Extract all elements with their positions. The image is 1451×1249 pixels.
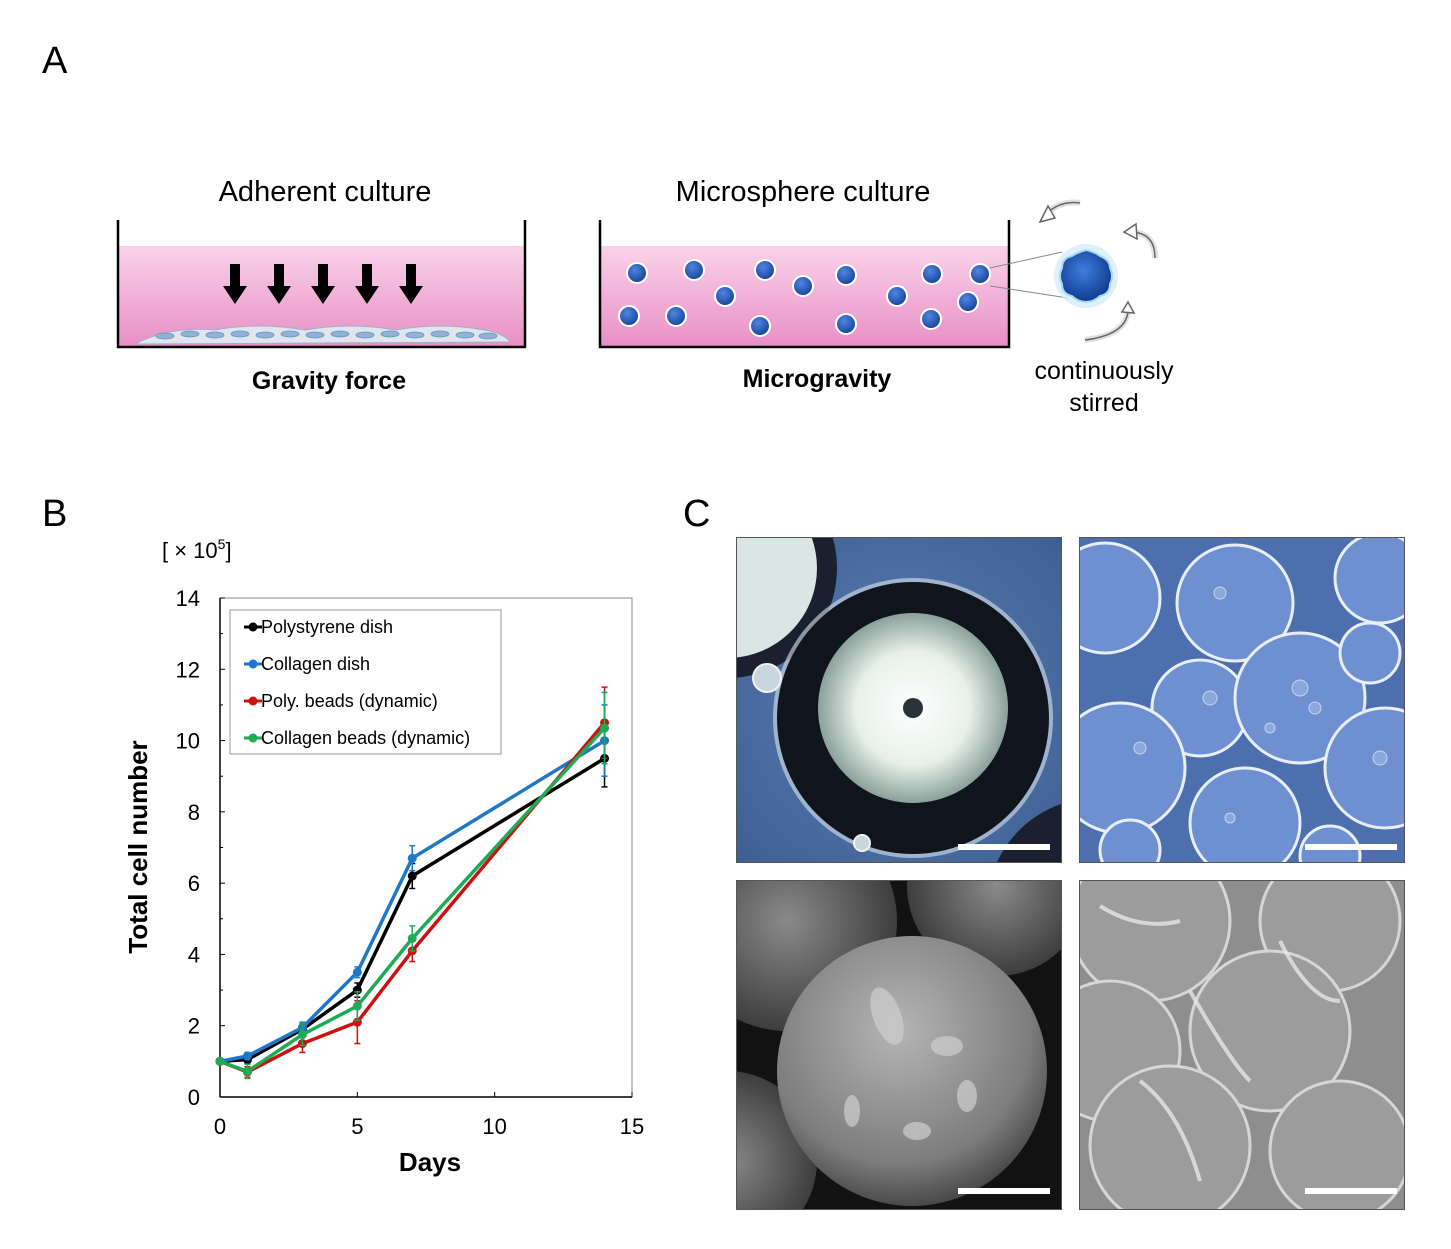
- data-point: [407, 853, 417, 863]
- data-point: [352, 967, 362, 977]
- y-tick-label: 8: [188, 800, 200, 825]
- data-point: [407, 871, 417, 881]
- data-point: [215, 1056, 225, 1066]
- series-line: [219, 726, 606, 1074]
- panel-b-letter: B: [42, 493, 68, 535]
- data-point: [407, 933, 417, 943]
- y-tick-label: 2: [188, 1014, 200, 1039]
- data-point: [242, 1066, 252, 1076]
- series-collagen-beads-dynamic: [215, 691, 610, 1080]
- legend-label: Collagen dish: [261, 654, 370, 674]
- series-line: [219, 739, 606, 1064]
- legend: Polystyrene dish Collagen dish Poly. beads…: [229, 609, 502, 755]
- legend-swatch-marker: [248, 733, 258, 743]
- legend-label: Poly. beads (dynamic): [261, 691, 438, 711]
- microgravity-caption: Microgravity: [743, 365, 892, 393]
- microsphere-dish: [598, 220, 1011, 349]
- stirred-bead-magnified: [1054, 244, 1118, 308]
- micrograph-collagen-bead-phase: [1079, 537, 1405, 863]
- y-tick-label: 4: [188, 942, 200, 967]
- x-axis-label: Days: [399, 1147, 461, 1177]
- micrograph-collagen-bead-sem: [1079, 880, 1405, 1210]
- cell-growth-chart: [ × 105] 0 2 4 6 8 10 12 14 0 5 10 15 Total cell nu…: [123, 536, 644, 1177]
- x-tick-label: 0: [214, 1114, 226, 1139]
- data-point: [242, 1051, 252, 1061]
- data-point: [297, 1030, 307, 1040]
- microsphere-culture-title: Microsphere culture: [676, 176, 931, 208]
- legend-entry: Collagen beads (dynamic): [244, 728, 470, 748]
- legend-entry: Poly. beads (dynamic): [244, 691, 438, 711]
- series-polystyrene-dish: [215, 729, 610, 1066]
- rotation-arrows: [1038, 199, 1158, 343]
- micrograph-polystyrene-bead-phase: [736, 537, 1062, 863]
- gravity-arrows: [223, 264, 423, 304]
- microsphere-beads: [618, 259, 991, 337]
- x-tick-label: 10: [482, 1114, 506, 1139]
- x-tick-label: 5: [351, 1114, 363, 1139]
- y-tick-label: 12: [176, 657, 200, 682]
- legend-label: Polystyrene dish: [261, 617, 393, 637]
- legend-entry: Polystyrene dish: [244, 617, 393, 637]
- y-tick-label: 10: [176, 729, 200, 754]
- series-line: [219, 756, 606, 1064]
- svg-text:[ × 105]: [ × 105]: [162, 536, 232, 563]
- y-axis-label: Total cell number: [123, 740, 153, 953]
- series-collagen-dish: [215, 704, 610, 1066]
- legend-swatch-marker: [248, 622, 258, 632]
- y-tick-label: 14: [176, 586, 200, 611]
- adherent-dish: [116, 220, 527, 349]
- stirred-label-line2: stirred: [1069, 389, 1138, 417]
- panel-c-letter: C: [683, 493, 711, 535]
- legend-swatch-marker: [248, 659, 258, 669]
- legend-label: Collagen beads (dynamic): [261, 728, 470, 748]
- gravity-force-caption: Gravity force: [252, 367, 406, 395]
- legend-box: [229, 609, 502, 755]
- y-unit-label: [ × 105]: [162, 536, 232, 563]
- panel-a-letter: A: [42, 40, 68, 82]
- micrograph-polystyrene-bead-sem: [736, 880, 1062, 1210]
- legend-entry: Collagen dish: [244, 654, 370, 674]
- adherent-cell-layer: [134, 325, 511, 345]
- stirred-label-line1: continuously: [1035, 357, 1174, 385]
- y-tick-label: 6: [188, 871, 200, 896]
- panel-a-diagram: Adherent culture Gravity force Microsphe…: [116, 176, 1174, 417]
- adherent-culture-title: Adherent culture: [219, 176, 432, 208]
- data-point: [352, 1001, 362, 1011]
- x-tick-label: 15: [620, 1114, 644, 1139]
- y-tick-label: 0: [188, 1085, 200, 1110]
- legend-swatch-marker: [248, 696, 258, 706]
- data-point: [600, 723, 610, 733]
- zoom-lines: [989, 251, 1069, 299]
